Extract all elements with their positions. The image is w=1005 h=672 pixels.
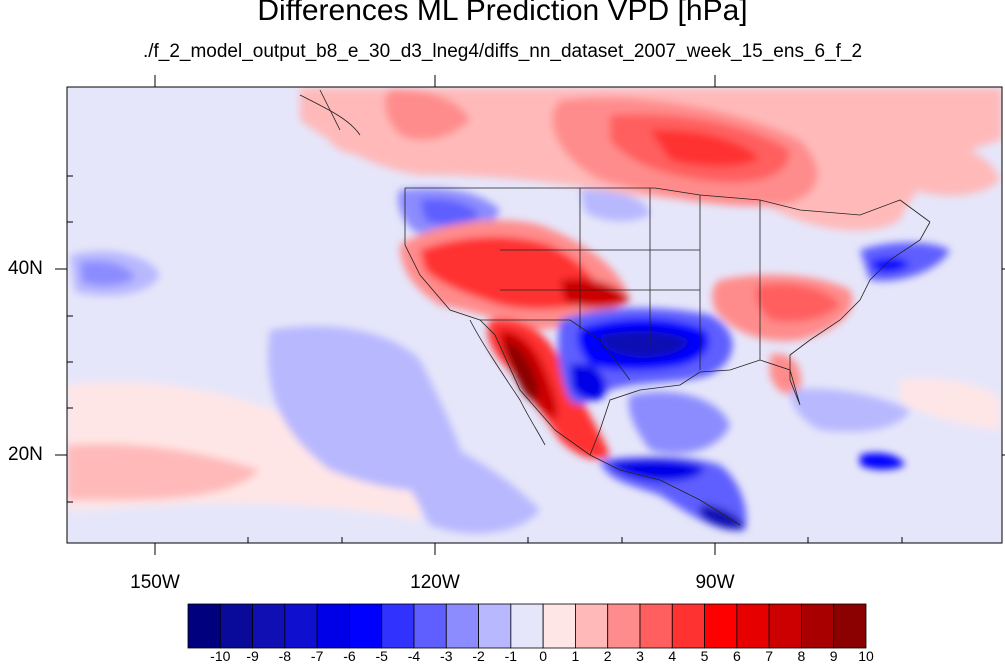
colorbar-swatch	[349, 603, 383, 649]
lon-label-90w: 90W	[695, 572, 735, 593]
colorbar-swatch	[671, 603, 705, 649]
colorbar-swatch	[575, 603, 609, 649]
colorbar-swatch	[704, 603, 738, 649]
colorbar-tick-label: 2	[603, 648, 612, 664]
colorbar-swatch	[736, 603, 770, 649]
colorbar-swatch	[219, 603, 253, 649]
colorbar-swatch	[187, 603, 221, 649]
colorbar-swatch	[833, 603, 867, 649]
colorbar-swatch	[252, 603, 286, 649]
lat-label-20n: 20N	[8, 444, 43, 465]
colorbar-tick-label: -1	[504, 648, 518, 664]
colorbar-tick-label: 1	[571, 648, 580, 664]
colorbar-tick-label: -3	[440, 648, 453, 664]
colorbar-tick-label: -5	[375, 648, 388, 664]
lon-label-150w: 150W	[130, 572, 180, 593]
colorbar-tick-label: -10	[210, 648, 231, 664]
colorbar-swatch	[801, 603, 835, 649]
colorbar-tick-label: 7	[765, 648, 774, 664]
colorbar-swatch	[445, 603, 479, 649]
colorbar-tick-label: 4	[668, 648, 677, 664]
colorbar-tick-label: -8	[278, 648, 292, 664]
colorbar-tick-label: -4	[407, 648, 421, 664]
colorbar-swatch	[639, 603, 673, 649]
lon-label-120w: 120W	[410, 572, 460, 593]
colorbar-tick-label: 3	[636, 648, 644, 664]
plot-frame	[66, 86, 1003, 544]
colorbar-swatch	[607, 603, 641, 649]
colorbar-tick-label: -6	[343, 648, 356, 664]
map-title: Differences ML Prediction VPD [hPa]	[257, 0, 748, 27]
colorbar-swatch	[413, 603, 447, 649]
colorbar-tick-label: -9	[246, 648, 259, 664]
colorbar-tick-label: -2	[472, 648, 485, 664]
map-subtitle: ./f_2_model_output_b8_e_30_d3_lneg4/diff…	[142, 41, 863, 62]
axis-ticks	[55, 75, 1005, 555]
colorbar-swatch	[510, 603, 544, 649]
colorbar-swatch	[284, 603, 318, 649]
colorbar-swatch	[316, 603, 350, 649]
colorbar-tick-label: 6	[732, 648, 741, 664]
coastlines	[299, 89, 931, 526]
colorbar-tick-label: 0	[539, 648, 548, 664]
colorbar-swatch	[478, 603, 512, 649]
colorbar-swatch	[768, 603, 802, 649]
lat-label-40n: 40N	[8, 258, 43, 279]
colorbar-swatch	[542, 603, 576, 649]
colorbar-swatch	[381, 603, 415, 649]
colorbar-tick-label: 8	[797, 648, 806, 664]
colorbar-tick-label: -7	[310, 648, 324, 664]
colorbar-tick-label: 10	[858, 648, 874, 664]
colorbar-tick-label: 9	[829, 648, 838, 664]
colorbar-tick-label: 5	[700, 648, 709, 664]
